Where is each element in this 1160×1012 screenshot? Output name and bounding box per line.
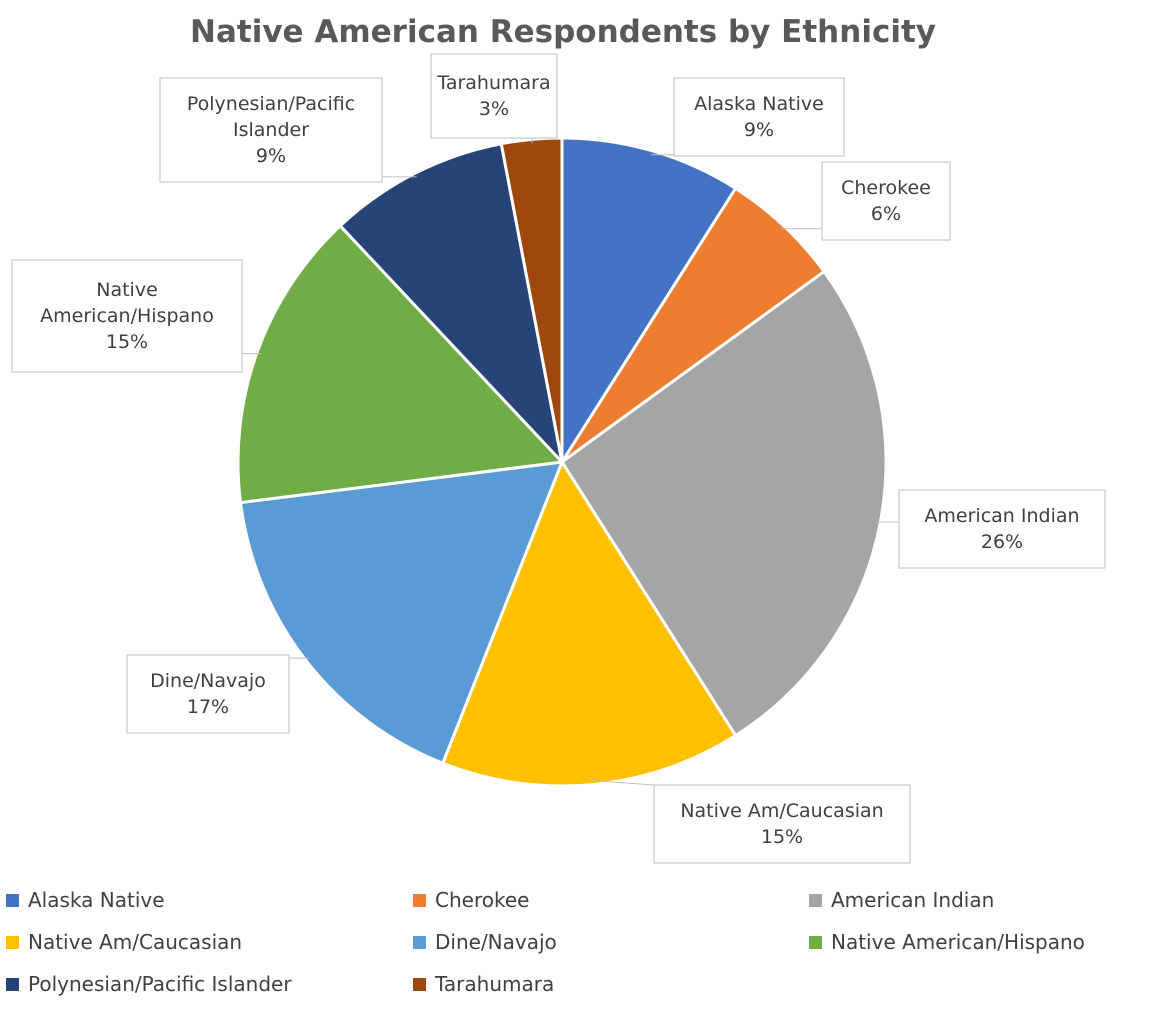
leader-line-native-am-caucasian bbox=[592, 780, 655, 786]
legend-label: Polynesian/Pacific Islander bbox=[28, 972, 292, 996]
callout-cherokee: Cherokee 6% bbox=[821, 161, 951, 241]
data-label-native-american-hispano: Native American/Hispano 15% bbox=[40, 279, 214, 353]
data-label-cherokee: Cherokee 6% bbox=[841, 177, 931, 225]
data-label-dine-navajo: Dine/Navajo 17% bbox=[150, 670, 266, 718]
legend-swatch bbox=[6, 936, 19, 949]
data-label-american-indian: American Indian 26% bbox=[924, 505, 1079, 553]
data-label-callouts: Alaska Native 9% Cherokee 6% American Indian… bbox=[11, 53, 1106, 864]
legend-item-polynesian-pacific-islander: Polynesian/Pacific Islander bbox=[6, 972, 292, 996]
legend-item-dine-navajo: Dine/Navajo bbox=[413, 930, 557, 954]
legend-label: Tarahumara bbox=[434, 972, 554, 996]
pie-slice-cherokee bbox=[560, 186, 827, 464]
callout-dine-navajo: Dine/Navajo 17% bbox=[126, 654, 290, 734]
callout-polynesian-pacific-islander: Polynesian/Pacific Islander 9% bbox=[159, 77, 383, 183]
data-label-alaska-native: Alaska Native 9% bbox=[694, 93, 824, 141]
legend-swatch bbox=[6, 978, 19, 991]
legend-swatch bbox=[809, 894, 822, 907]
legend-swatch bbox=[809, 936, 822, 949]
leader-lines bbox=[242, 138, 899, 786]
pie-slice-native-american-hispano bbox=[236, 223, 566, 505]
legend-label: American Indian bbox=[831, 888, 994, 912]
pie-slice-dine-navajo bbox=[238, 460, 565, 766]
legend-swatch bbox=[413, 936, 426, 949]
data-label-tarahumara: Tarahumara 3% bbox=[436, 72, 550, 120]
legend-item-cherokee: Cherokee bbox=[413, 888, 529, 912]
data-label-polynesian-pacific-islander: Polynesian/Pacific Islander 9% bbox=[187, 93, 355, 167]
legend-swatch bbox=[413, 894, 426, 907]
legend-item-alaska-native: Alaska Native bbox=[6, 888, 165, 912]
pie-slice-alaska-native bbox=[560, 136, 738, 468]
legend-label: Dine/Navajo bbox=[435, 930, 557, 954]
chart-title: Native American Respondents by Ethnicity bbox=[190, 14, 936, 50]
legend-item-native-am-caucasian: Native Am/Caucasian bbox=[6, 930, 242, 954]
legend-label: Alaska Native bbox=[28, 888, 165, 912]
pie-slice-american-indian bbox=[559, 269, 888, 738]
callout-native-am-caucasian: Native Am/Caucasian 15% bbox=[653, 784, 911, 864]
legend-swatch bbox=[413, 978, 426, 991]
legend: Alaska Native Cherokee American Indian Nati… bbox=[6, 888, 1085, 996]
legend-label: Cherokee bbox=[435, 888, 529, 912]
data-label-native-am-caucasian: Native Am/Caucasian 15% bbox=[680, 800, 883, 848]
callout-american-indian: American Indian 26% bbox=[898, 489, 1106, 569]
legend-item-american-indian: American Indian bbox=[809, 888, 994, 912]
callout-alaska-native: Alaska Native 9% bbox=[673, 77, 845, 157]
legend-label: Native Am/Caucasian bbox=[28, 930, 242, 954]
legend-label: Native American/Hispano bbox=[831, 930, 1085, 954]
pie-slices bbox=[236, 136, 888, 788]
legend-swatch bbox=[6, 894, 19, 907]
legend-item-native-american-hispano: Native American/Hispano bbox=[809, 930, 1085, 954]
pie-slice-native-am-caucasian bbox=[440, 458, 738, 788]
callout-native-american-hispano: Native American/Hispano 15% bbox=[11, 259, 243, 373]
pie-slice-polynesian-pacific-islander bbox=[338, 141, 565, 467]
callout-tarahumara: Tarahumara 3% bbox=[430, 53, 558, 139]
legend-item-tarahumara: Tarahumara bbox=[413, 972, 554, 996]
